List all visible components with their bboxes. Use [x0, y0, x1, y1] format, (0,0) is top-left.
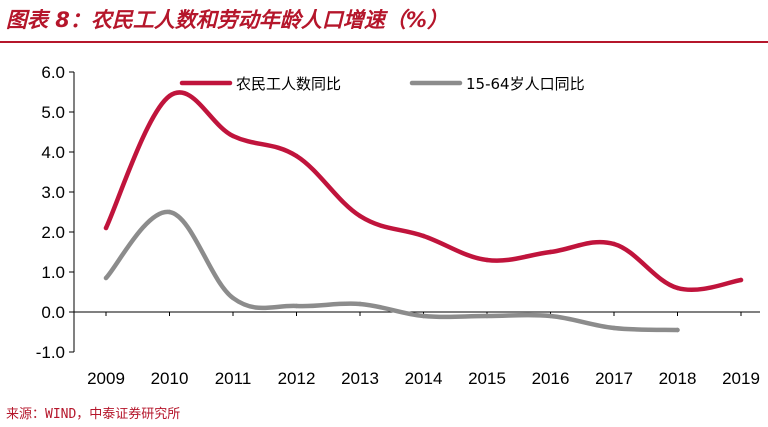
data-point	[357, 301, 363, 307]
x-tick-label: 2011	[215, 369, 252, 388]
legend-label-1: 农民工人数同比	[236, 75, 341, 93]
data-point	[738, 277, 744, 283]
y-tick-label: 5.0	[41, 103, 65, 122]
data-point	[675, 327, 680, 333]
y-tick-label: 1.0	[41, 263, 65, 282]
y-tick-label: 3.0	[41, 183, 65, 202]
source-note: 来源：WIND，中泰证券研究所	[6, 407, 181, 422]
title-divider	[0, 41, 768, 43]
series-line-2	[103, 209, 680, 333]
y-tick-label: 0.0	[41, 303, 65, 322]
data-point	[230, 133, 236, 139]
data-point	[294, 153, 299, 159]
y-tick-label: 6.0	[41, 63, 65, 82]
data-point	[675, 285, 680, 291]
chart-legend: 农民工人数同比 15-64岁人口同比	[179, 75, 585, 93]
data-point	[548, 313, 553, 319]
data-point	[611, 325, 617, 331]
data-point	[230, 295, 236, 301]
series-lines	[103, 90, 744, 333]
data-point	[167, 209, 172, 215]
x-tick-label: 2015	[468, 369, 506, 388]
chart-axes	[73, 72, 760, 352]
data-point	[294, 303, 299, 309]
x-tick-label: 2016	[532, 369, 570, 388]
x-axis-ticks: 2009 2010 2011 2012 2013 2014 2015 2016 2017 2018…	[87, 312, 760, 388]
data-point	[484, 257, 490, 263]
data-point	[421, 313, 426, 319]
x-tick-label: 2019	[722, 369, 760, 388]
legend-label-2: 15-64岁人口同比	[466, 75, 585, 93]
y-tick-label: 2.0	[41, 223, 65, 242]
data-point	[484, 313, 490, 319]
data-point	[421, 233, 426, 239]
data-point	[103, 225, 109, 231]
x-tick-label: 2018	[659, 369, 697, 388]
x-tick-label: 2014	[405, 369, 443, 388]
data-point	[548, 249, 553, 255]
data-point	[103, 275, 109, 281]
y-axis-ticks: 6.0 5.0 4.0 3.0 2.0 1.0 0.0 -1.0	[36, 63, 74, 362]
series-line-1	[103, 90, 744, 293]
data-point	[611, 241, 617, 247]
page-title: 图表 8：农民工人数和劳动年龄人口增速（%）	[6, 8, 448, 32]
x-tick-label: 2017	[595, 369, 633, 388]
x-tick-label: 2010	[151, 369, 189, 388]
data-point	[357, 213, 363, 219]
y-tick-label: -1.0	[36, 343, 65, 362]
data-point	[167, 93, 172, 99]
x-tick-label: 2012	[278, 369, 316, 388]
y-tick-label: 4.0	[41, 143, 65, 162]
x-tick-label: 2009	[87, 369, 125, 388]
x-tick-label: 2013	[341, 369, 379, 388]
